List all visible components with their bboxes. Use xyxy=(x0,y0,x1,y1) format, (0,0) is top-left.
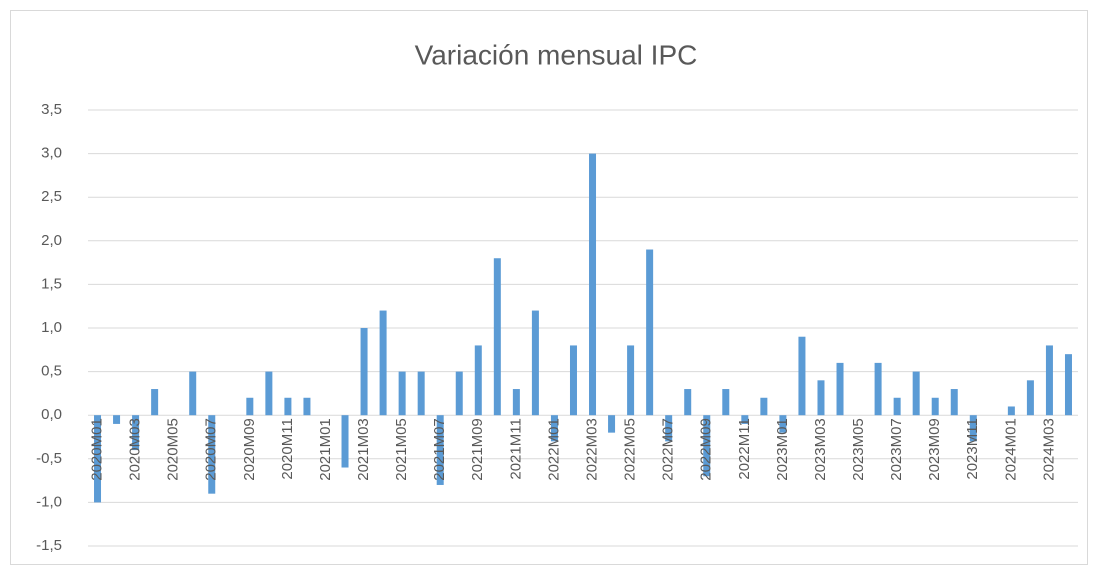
x-tick-label: 2024M01 xyxy=(1002,418,1019,481)
x-tick-label: 2023M11 xyxy=(964,418,981,479)
y-tick-label: 2,5 xyxy=(41,188,62,205)
bar xyxy=(531,310,539,416)
bar xyxy=(798,336,806,416)
x-tick-label: 2020M09 xyxy=(241,418,258,481)
x-tick-label: 2020M01 xyxy=(88,418,105,481)
x-tick-label: 2022M11 xyxy=(736,418,753,479)
x-tick-label: 2021M11 xyxy=(507,418,524,479)
bar xyxy=(779,415,787,433)
y-tick-label: 1,0 xyxy=(41,319,62,336)
x-tick-label: 2022M01 xyxy=(545,418,562,481)
bar xyxy=(246,397,254,416)
bar xyxy=(1064,354,1072,416)
bar xyxy=(341,415,349,468)
x-tick-label: 2022M03 xyxy=(583,418,600,481)
bar xyxy=(303,397,311,416)
bar xyxy=(379,310,387,416)
bar xyxy=(836,362,844,416)
y-tick-label: -1,5 xyxy=(36,537,62,554)
bar xyxy=(436,415,444,485)
bar xyxy=(817,380,825,416)
y-tick-label: 0,0 xyxy=(41,406,62,423)
x-tick-label: 2022M09 xyxy=(698,418,715,481)
bar xyxy=(950,389,958,416)
x-tick-label: 2022M07 xyxy=(660,418,677,481)
bar xyxy=(132,415,140,451)
bar xyxy=(703,415,711,477)
bar xyxy=(760,397,768,416)
bar xyxy=(284,397,292,416)
x-tick-label: 2021M07 xyxy=(431,418,448,481)
chart-frame xyxy=(10,10,1088,565)
bar xyxy=(455,371,463,416)
bar xyxy=(493,258,501,416)
y-tick-label: 1,5 xyxy=(41,275,62,292)
bar xyxy=(113,415,121,424)
x-tick-label: 2022M05 xyxy=(622,418,639,481)
bar xyxy=(1026,380,1034,416)
x-tick-label: 2021M01 xyxy=(317,418,334,481)
bar xyxy=(646,249,654,416)
bar xyxy=(151,389,159,416)
bar xyxy=(189,371,197,416)
bar xyxy=(684,389,692,416)
x-tick-label: 2023M07 xyxy=(888,418,905,481)
x-tick-label: 2021M03 xyxy=(355,418,372,481)
bar xyxy=(550,415,558,442)
x-tick-label: 2023M09 xyxy=(926,418,943,481)
bar xyxy=(1007,406,1015,416)
x-tick-label: 2020M05 xyxy=(165,418,182,481)
x-tick-label: 2023M03 xyxy=(812,418,829,481)
bar xyxy=(969,415,977,442)
bar xyxy=(893,397,901,416)
bar xyxy=(569,345,577,416)
bar xyxy=(474,345,482,416)
bar xyxy=(912,371,920,416)
x-tick-label: 2020M03 xyxy=(127,418,144,481)
y-tick-label: 2,0 xyxy=(41,232,62,249)
bar xyxy=(931,397,939,416)
x-tick-label: 2020M07 xyxy=(203,418,220,481)
bar xyxy=(208,415,216,494)
bar xyxy=(608,415,616,433)
x-tick-label: 2024M03 xyxy=(1040,418,1057,481)
bar xyxy=(722,389,730,416)
y-tick-label: 0,5 xyxy=(41,363,62,380)
x-tick-label: 2020M11 xyxy=(279,418,296,479)
bar xyxy=(512,389,520,416)
y-tick-label: -1,0 xyxy=(36,493,62,510)
bar xyxy=(398,371,406,416)
bar xyxy=(627,345,635,416)
bar xyxy=(265,371,273,416)
y-tick-label: 3,0 xyxy=(41,145,62,162)
bar xyxy=(417,371,425,416)
bar xyxy=(1045,345,1053,416)
bar xyxy=(360,328,368,416)
bar xyxy=(94,415,102,503)
bar xyxy=(589,153,597,416)
x-tick-label: 2021M05 xyxy=(393,418,410,481)
x-tick-label: 2023M05 xyxy=(850,418,867,481)
bar xyxy=(874,362,882,416)
y-tick-label: -0,5 xyxy=(36,450,62,467)
x-tick-label: 2021M09 xyxy=(469,418,486,481)
bar xyxy=(665,415,673,442)
x-tick-label: 2023M01 xyxy=(774,418,791,481)
bar xyxy=(741,415,749,424)
chart-title: Variación mensual IPC xyxy=(415,39,698,70)
y-tick-label: 3,5 xyxy=(41,101,62,118)
